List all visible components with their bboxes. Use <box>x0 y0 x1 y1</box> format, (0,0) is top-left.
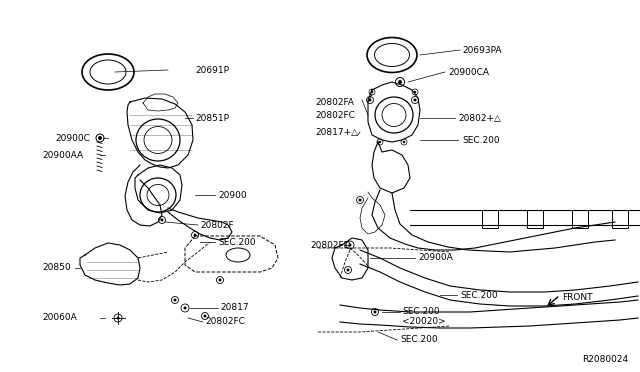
Circle shape <box>413 99 417 102</box>
Text: 20900: 20900 <box>218 190 246 199</box>
FancyBboxPatch shape <box>527 210 543 228</box>
Circle shape <box>204 314 207 317</box>
Text: R2080024: R2080024 <box>582 356 628 365</box>
Circle shape <box>349 244 351 247</box>
Text: 20900AA: 20900AA <box>42 151 83 160</box>
Circle shape <box>379 141 381 143</box>
Circle shape <box>414 91 416 93</box>
Text: SEC.200: SEC.200 <box>460 291 498 299</box>
Text: 20850: 20850 <box>42 263 70 273</box>
Circle shape <box>358 199 362 202</box>
Circle shape <box>398 80 402 84</box>
Text: 20900CA: 20900CA <box>448 67 489 77</box>
Text: 20900A: 20900A <box>418 253 452 263</box>
Text: 20802FC: 20802FC <box>205 317 245 327</box>
Circle shape <box>193 234 196 237</box>
Text: 20817+△: 20817+△ <box>315 128 358 137</box>
Text: SEC.200: SEC.200 <box>218 237 255 247</box>
Text: 20691P: 20691P <box>195 65 229 74</box>
FancyBboxPatch shape <box>482 210 498 228</box>
Text: 20817: 20817 <box>220 304 248 312</box>
Circle shape <box>116 317 120 320</box>
Text: 20802F: 20802F <box>200 221 234 230</box>
Text: 20851P: 20851P <box>195 113 229 122</box>
Text: SEC.200: SEC.200 <box>400 336 438 344</box>
Circle shape <box>184 307 186 310</box>
Text: 20802FC: 20802FC <box>315 110 355 119</box>
Text: SEC.200: SEC.200 <box>402 308 440 317</box>
Text: FRONT: FRONT <box>562 294 593 302</box>
Text: <20020>: <20020> <box>402 317 445 327</box>
Circle shape <box>98 136 102 140</box>
Circle shape <box>346 269 349 272</box>
Circle shape <box>403 141 405 143</box>
Text: 20802FD: 20802FD <box>310 241 351 250</box>
Text: SEC.200: SEC.200 <box>462 135 500 144</box>
Circle shape <box>371 91 373 93</box>
FancyBboxPatch shape <box>572 210 588 228</box>
Text: 20900C: 20900C <box>55 134 90 142</box>
Circle shape <box>218 279 221 282</box>
Text: 20693PA: 20693PA <box>462 45 502 55</box>
FancyBboxPatch shape <box>612 210 628 228</box>
Text: 20802+△: 20802+△ <box>458 113 501 122</box>
Circle shape <box>374 311 376 314</box>
Circle shape <box>369 99 371 102</box>
Text: 20060A: 20060A <box>42 314 77 323</box>
Circle shape <box>173 298 177 301</box>
Circle shape <box>161 218 163 221</box>
Text: 20802FA: 20802FA <box>315 97 354 106</box>
